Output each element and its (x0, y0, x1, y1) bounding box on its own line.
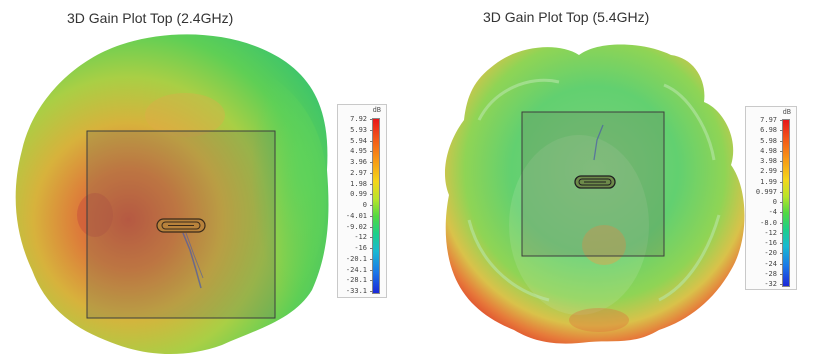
legend-tick: -12 (340, 233, 373, 241)
legend-tick: 3.96 (340, 158, 373, 166)
plot-title: 3D Gain Plot Top (2.4GHz) (67, 10, 234, 26)
legend-tick: 6.98 (748, 126, 783, 134)
legend-tick: -9.02 (340, 223, 373, 231)
legend-tick: -8.0 (748, 219, 783, 227)
legend-tick: -28 (748, 270, 783, 278)
legend-tick: -28.1 (340, 276, 373, 284)
legend-tick: 0.99 (340, 190, 373, 198)
legend-tick: -12 (748, 229, 783, 237)
radiation-pattern-3d-view (15, 34, 329, 355)
legend-unit: dB (782, 108, 791, 116)
legend-tick: -33.1 (340, 287, 373, 295)
gain-color-legend: dB 7.97 6.98 5.98 4.98 3.98 2.99 1.99 0.… (745, 106, 797, 290)
legend-tick: 1.99 (748, 178, 783, 186)
radiation-pattern-3d-view (444, 44, 745, 344)
legend-tick-labels: 7.97 6.98 5.98 4.98 3.98 2.99 1.99 0.997… (748, 116, 783, 288)
legend-tick: 0.997 (748, 188, 783, 196)
legend-tick: 4.95 (340, 147, 373, 155)
legend-tick: 4.98 (748, 147, 783, 155)
antenna-element (574, 124, 616, 189)
legend-gradient-bar (372, 118, 380, 294)
legend-tick: 2.97 (340, 169, 373, 177)
legend-tick: 1.98 (340, 180, 373, 188)
legend-tick: 5.98 (748, 137, 783, 145)
legend-tick-labels: 7.92 5.93 5.94 4.95 3.96 2.97 1.98 0.99 … (340, 115, 373, 295)
legend-tick: -16 (340, 244, 373, 252)
legend-tick: -16 (748, 239, 783, 247)
legend-tick: 2.99 (748, 167, 783, 175)
legend-tick: -20 (748, 249, 783, 257)
legend-gradient-bar (782, 119, 790, 287)
legend-tick: 5.94 (340, 137, 373, 145)
legend-tick: 0 (340, 201, 373, 209)
legend-tick: 3.98 (748, 157, 783, 165)
legend-tick: -20.1 (340, 255, 373, 263)
legend-unit: dB (372, 106, 381, 114)
legend-tick: 0 (748, 198, 783, 206)
antenna-element (156, 218, 206, 289)
radiation-lobe (15, 34, 329, 355)
gain-plot-panel-2g4: 3D Gain Plot Top (2.4GHz) (15, 10, 387, 355)
gain-color-legend: dB 7.92 5.93 5.94 4.95 3.96 2.97 1.98 0.… (337, 104, 387, 298)
legend-tick: -24 (748, 260, 783, 268)
legend-tick: -4 (748, 208, 783, 216)
gain-plot-panel-5g4: 3D Gain Plot Top (5.4GHz) (409, 0, 818, 360)
legend-tick: 5.93 (340, 126, 373, 134)
plot-title: 3D Gain Plot Top (5.4GHz) (483, 9, 650, 25)
legend-tick: 7.92 (340, 115, 373, 123)
legend-tick: 7.97 (748, 116, 783, 124)
legend-tick: -32 (748, 280, 783, 288)
legend-tick: -24.1 (340, 266, 373, 274)
legend-tick: -4.01 (340, 212, 373, 220)
